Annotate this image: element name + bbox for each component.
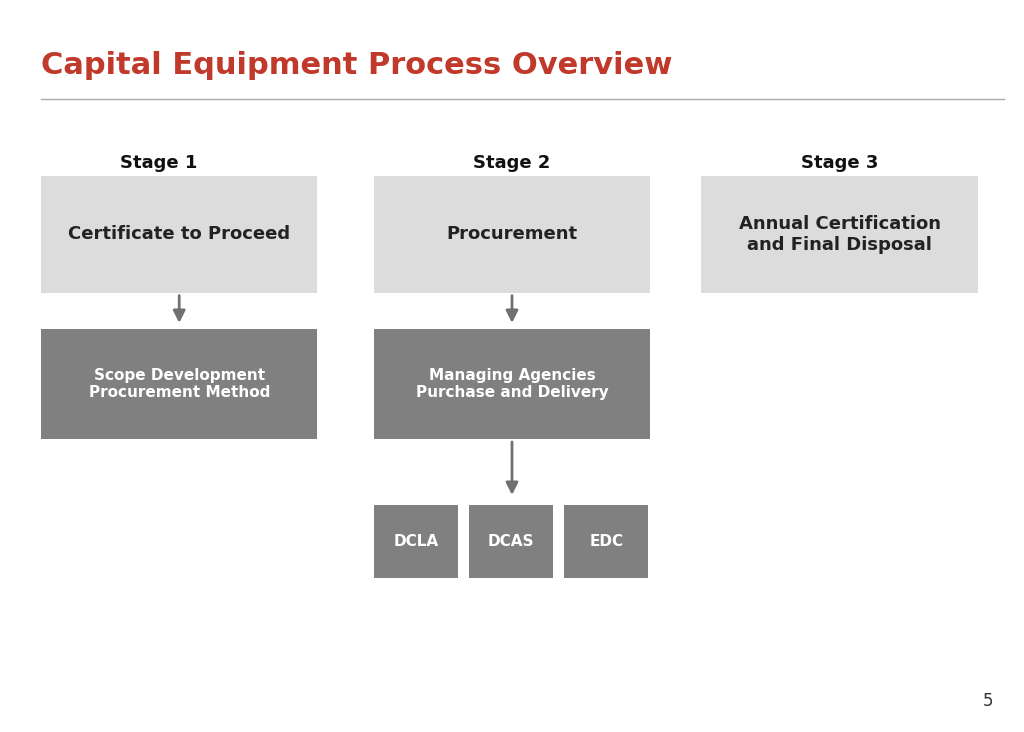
Text: 5: 5 [983, 692, 993, 710]
FancyBboxPatch shape [41, 329, 317, 439]
Text: Stage 3: Stage 3 [801, 154, 879, 172]
FancyBboxPatch shape [701, 176, 978, 293]
Text: Stage 2: Stage 2 [473, 154, 551, 172]
Text: EDC: EDC [589, 534, 624, 549]
Text: Scope Development
Procurement Method: Scope Development Procurement Method [88, 368, 270, 400]
FancyBboxPatch shape [374, 329, 650, 439]
Text: DCAS: DCAS [487, 534, 535, 549]
Text: Managing Agencies
Purchase and Delivery: Managing Agencies Purchase and Delivery [416, 368, 608, 400]
Text: Capital Equipment Process Overview: Capital Equipment Process Overview [41, 51, 673, 81]
FancyBboxPatch shape [41, 176, 317, 293]
FancyBboxPatch shape [374, 505, 458, 578]
Text: Stage 1: Stage 1 [120, 154, 198, 172]
Text: DCLA: DCLA [393, 534, 438, 549]
FancyBboxPatch shape [374, 176, 650, 293]
Text: Procurement: Procurement [446, 225, 578, 243]
FancyBboxPatch shape [469, 505, 553, 578]
FancyBboxPatch shape [564, 505, 648, 578]
Text: Annual Certification
and Final Disposal: Annual Certification and Final Disposal [738, 214, 941, 254]
Text: Certificate to Proceed: Certificate to Proceed [69, 225, 290, 243]
